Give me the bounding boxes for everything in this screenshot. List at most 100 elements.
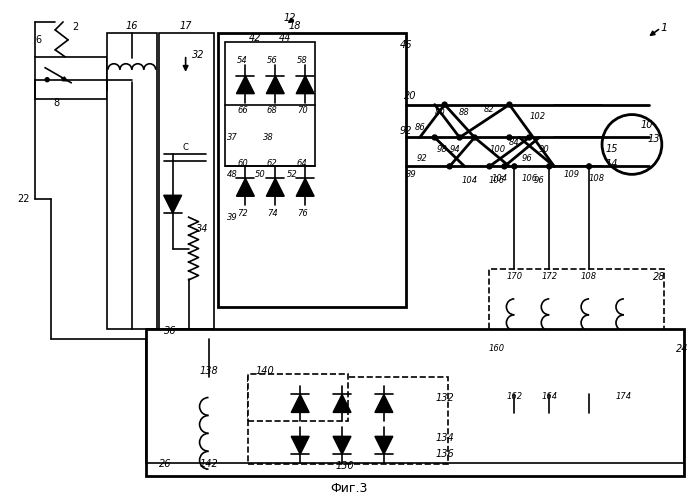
Text: 94: 94 [449,145,460,154]
Text: 164: 164 [541,392,557,401]
Text: 172: 172 [541,272,557,281]
Text: 174: 174 [616,392,632,401]
Text: 134: 134 [435,434,454,443]
Text: 88: 88 [459,108,470,117]
Text: 10: 10 [640,120,653,129]
Circle shape [432,135,437,140]
Circle shape [442,102,447,107]
Text: 14: 14 [606,159,618,169]
Text: 62: 62 [267,159,278,168]
Polygon shape [291,436,309,454]
Text: 1: 1 [661,23,668,33]
Polygon shape [296,76,314,94]
Text: Фиг.3: Фиг.3 [331,482,368,495]
Text: 50: 50 [255,170,266,179]
Circle shape [45,78,49,82]
Text: 64: 64 [297,159,308,168]
Text: 140: 140 [256,366,275,375]
Polygon shape [266,76,284,94]
Circle shape [547,164,552,169]
Circle shape [472,135,477,140]
Text: 76: 76 [297,209,308,218]
Polygon shape [266,179,284,196]
Text: 24: 24 [675,344,688,354]
Text: 56: 56 [267,56,278,65]
Text: 170: 170 [506,272,522,281]
Text: 48: 48 [227,170,238,179]
Text: 70: 70 [297,106,308,115]
Polygon shape [375,394,393,413]
Polygon shape [296,179,314,196]
Text: 104: 104 [491,174,507,183]
Circle shape [487,164,492,169]
Text: 42: 42 [249,33,261,43]
Text: 109: 109 [563,170,579,179]
Text: 132: 132 [435,393,454,403]
Text: 54: 54 [237,56,247,65]
Bar [226,42,315,166]
Bar [248,376,447,464]
Text: 108: 108 [581,272,597,281]
Text: 39: 39 [406,170,417,179]
Bar [489,269,664,414]
Text: 32: 32 [192,50,205,60]
Text: 46: 46 [400,40,412,50]
Text: 38: 38 [263,133,274,142]
Polygon shape [333,394,351,413]
Bar [219,33,406,307]
Text: 13: 13 [647,134,660,144]
Text: 102: 102 [529,112,545,121]
Text: C: C [182,143,189,152]
Bar [248,373,348,422]
Text: 130: 130 [336,461,354,471]
Text: 66: 66 [237,106,247,115]
Circle shape [507,102,512,107]
Circle shape [586,164,591,169]
Text: 98: 98 [436,145,447,154]
Text: 104: 104 [461,176,477,185]
Text: 108: 108 [589,174,605,183]
Polygon shape [375,436,393,454]
Text: 136: 136 [435,449,454,459]
Circle shape [512,164,517,169]
Text: 60: 60 [237,159,247,168]
Text: 17: 17 [180,21,192,31]
Text: 18: 18 [289,21,301,31]
Text: 84: 84 [509,138,520,147]
Text: 58: 58 [297,56,308,65]
Text: 90: 90 [539,145,549,154]
Text: 15: 15 [606,144,618,154]
Text: 28: 28 [653,272,665,282]
Text: 82: 82 [484,105,495,114]
Polygon shape [236,179,254,196]
Text: 20: 20 [403,91,416,101]
Text: 92: 92 [400,126,412,136]
Text: 138: 138 [199,366,218,375]
Text: 106: 106 [521,174,538,183]
Polygon shape [236,76,254,94]
Text: 106: 106 [489,176,505,185]
Text: 6: 6 [35,35,41,45]
Polygon shape [164,195,182,213]
Polygon shape [333,436,351,454]
Text: 74: 74 [267,209,278,218]
Text: 72: 72 [237,209,247,218]
Text: 12: 12 [284,13,296,23]
Bar [35,57,107,99]
Text: 68: 68 [267,106,278,115]
Text: 80: 80 [434,108,445,117]
Text: 8: 8 [53,98,59,108]
Text: 26: 26 [159,459,172,469]
Bar [159,33,213,329]
Text: 142: 142 [199,459,218,469]
Text: 44: 44 [279,33,291,43]
Bar [107,33,157,329]
Text: 16: 16 [126,21,138,31]
Text: 34: 34 [196,224,209,234]
Text: 160: 160 [489,344,505,353]
Text: 22: 22 [17,194,29,204]
Text: 52: 52 [287,170,298,179]
Text: 100: 100 [489,145,505,154]
Circle shape [507,135,512,140]
Text: 37: 37 [227,133,238,142]
